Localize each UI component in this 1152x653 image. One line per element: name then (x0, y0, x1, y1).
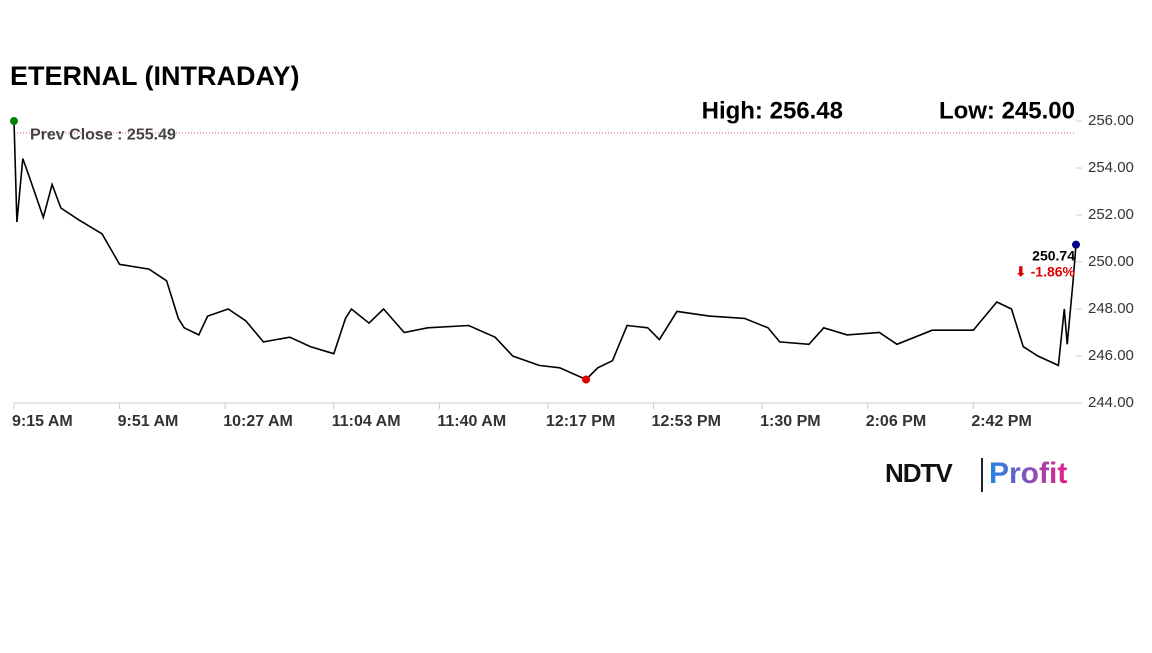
high-text: High: 256.48 (702, 97, 843, 124)
x-tick-label: 11:04 AM (332, 413, 401, 430)
x-tick-label: 2:42 PM (971, 413, 1031, 430)
logo-profit: Profit (989, 457, 1067, 490)
low-dot (582, 375, 591, 384)
x-tick-label: 12:17 PM (546, 413, 615, 430)
x-tick-label: 9:15 AM (12, 413, 73, 430)
y-tick-label: 254.00 (1088, 159, 1134, 176)
y-tick-label: 250.00 (1088, 253, 1134, 270)
y-tick-label: 252.00 (1088, 206, 1134, 223)
change: ⬇ -1.86% (1015, 263, 1076, 279)
x-tick-label: 1:30 PM (760, 413, 820, 430)
x-tick-label: 11:40 AM (437, 413, 506, 430)
y-tick-label: 256.00 (1088, 112, 1134, 129)
logo-ndtv: NDTV (885, 458, 953, 488)
low-text: Low: 245.00 (939, 97, 1075, 124)
end-dot (1072, 240, 1080, 249)
y-tick-label: 244.00 (1088, 394, 1134, 411)
prev-close-label: Prev Close : 255.49 (30, 126, 176, 143)
start-dot (10, 117, 18, 126)
x-tick-label: 2:06 PM (866, 413, 926, 430)
y-tick-label: 248.00 (1088, 300, 1134, 317)
x-tick-label: 12:53 PM (652, 413, 721, 430)
y-tick-label: 246.00 (1088, 347, 1134, 364)
chart-title: ETERNAL (INTRADAY) (10, 61, 300, 91)
last-price: 250.74 (1032, 247, 1075, 263)
price-line (13, 120, 1077, 381)
x-tick-label: 9:51 AM (118, 413, 179, 430)
x-tick-label: 10:27 AM (223, 413, 293, 430)
